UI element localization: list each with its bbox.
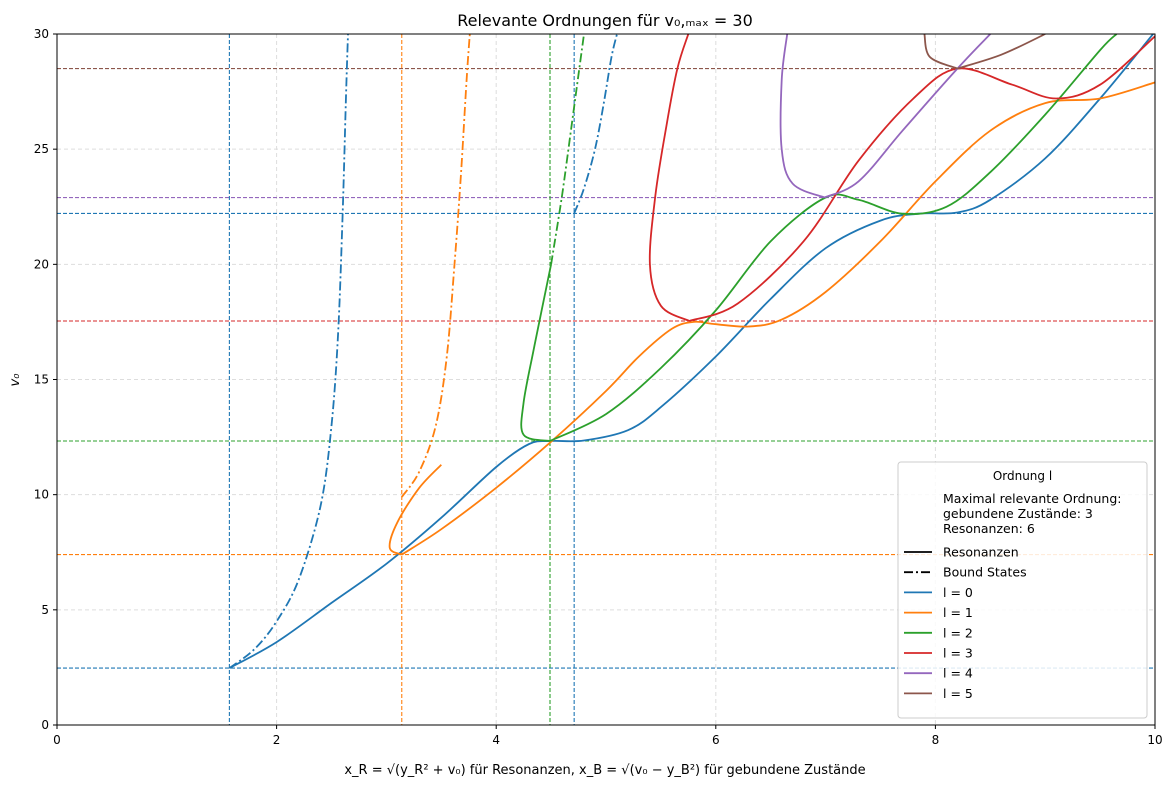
resonance-curve	[401, 81, 1155, 556]
legend-box	[897, 461, 1148, 719]
x-axis-label: x_R = √(y_R² + v₀) für Resonanzen, x_B =…	[344, 763, 865, 778]
resonance-curve	[520, 264, 552, 442]
legend-note-line: Maximal relevante Ordnung:	[943, 491, 1121, 506]
y-tick-label: 15	[34, 373, 49, 387]
legend-note-line: gebundene Zustände: 3	[943, 506, 1093, 521]
y-tick-label: 20	[34, 257, 49, 271]
resonance-curve	[388, 464, 442, 556]
resonance-curve	[923, 34, 958, 70]
bound-state-curve	[550, 34, 585, 265]
resonance-curve	[957, 34, 1046, 70]
y-tick-label: 10	[34, 488, 49, 502]
legend-note-line: Resonanzen: 6	[943, 521, 1035, 536]
legend: Ordnung l Maximal relevante Ordnung:gebun…	[897, 461, 1148, 719]
y-tick-label: 5	[41, 603, 49, 617]
resonance-curve	[689, 35, 1155, 322]
legend-entry-label: l = 5	[943, 686, 973, 701]
legend-title: Ordnung l	[993, 469, 1052, 483]
resonance-curve	[549, 34, 1118, 442]
x-tick-label: 4	[492, 733, 500, 747]
legend-entry-label: l = 2	[943, 625, 973, 640]
legend-entry-label: Bound States	[943, 565, 1027, 580]
legend-entry-label: l = 4	[943, 666, 973, 681]
y-tick-label: 30	[34, 27, 49, 41]
y-tick-label: 25	[34, 142, 49, 156]
bound-state-curve	[401, 34, 471, 498]
axis-ticks: 0 2 4 6 8 10 0 5 10 15 20 25 30	[34, 27, 1163, 747]
resonance-curve	[228, 34, 1155, 669]
resonance-curve	[824, 34, 991, 199]
bound-state-curve	[573, 34, 618, 214]
legend-entry-label: Resonanzen	[943, 545, 1019, 560]
y-tick-label: 0	[41, 718, 49, 732]
legend-entry-label: l = 0	[943, 585, 973, 600]
resonance-curve	[648, 34, 690, 322]
y-axis-label: v₀	[8, 373, 23, 387]
x-tick-label: 2	[273, 733, 281, 747]
plot-area	[228, 34, 1155, 669]
chart-title: Relevante Ordnungen für v₀,ₘₐₓ = 30	[457, 11, 753, 30]
bound-state-curve	[228, 34, 349, 669]
x-tick-label: 10	[1147, 733, 1162, 747]
x-tick-label: 0	[53, 733, 61, 747]
legend-entry-label: l = 3	[943, 646, 973, 661]
legend-entry-label: l = 1	[943, 605, 973, 620]
x-tick-label: 6	[712, 733, 720, 747]
resonance-curve	[779, 34, 825, 199]
x-tick-label: 8	[932, 733, 940, 747]
